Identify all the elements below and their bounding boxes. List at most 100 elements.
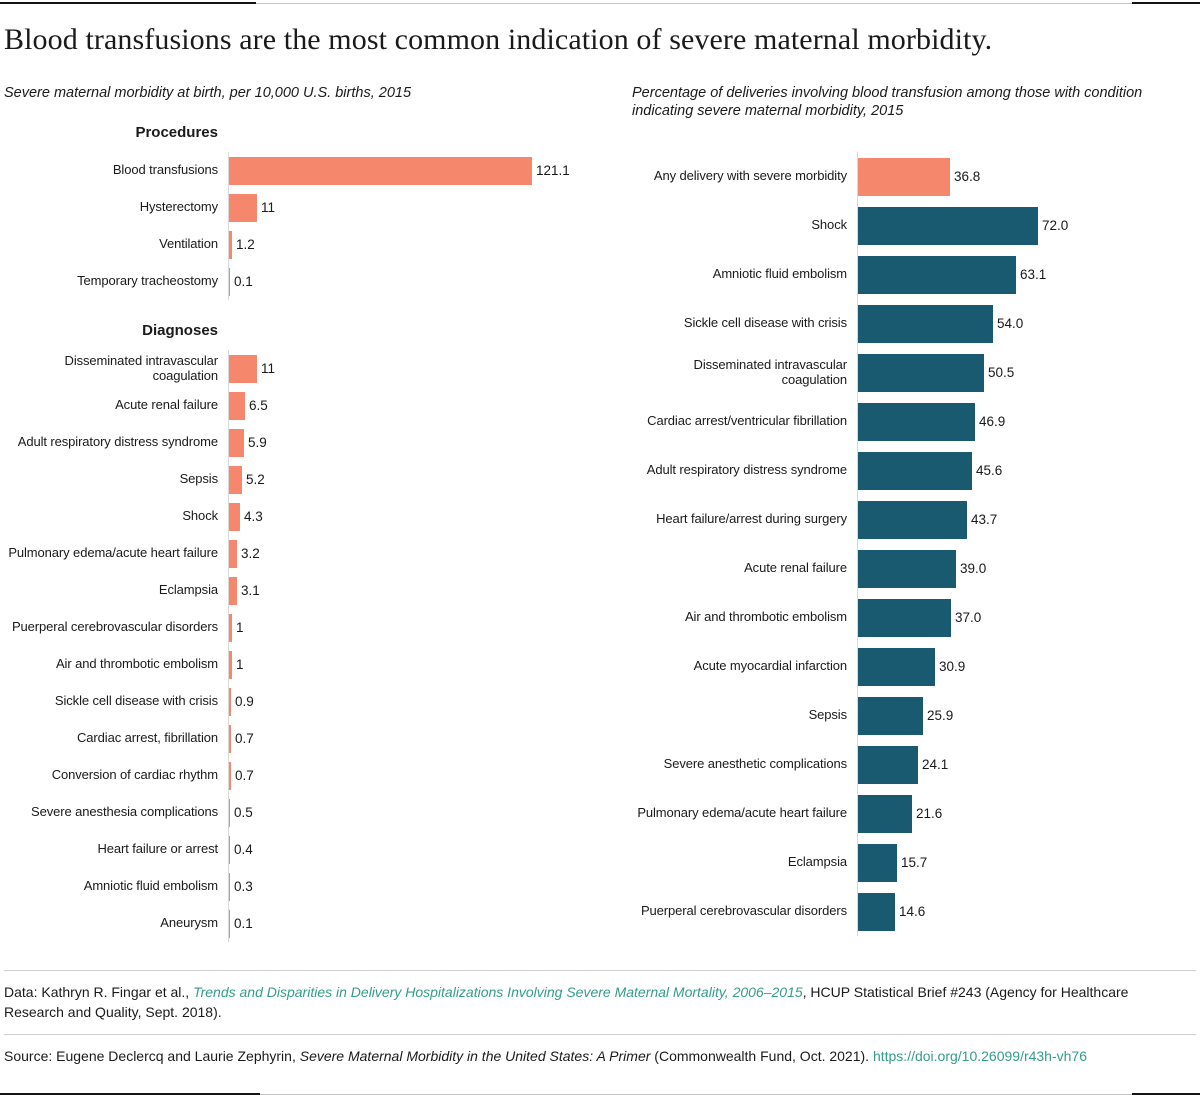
bar-track: 0.9 — [228, 683, 632, 721]
bar-row: Air and thrombotic embolism 37.0 — [632, 593, 1196, 643]
bar — [229, 230, 232, 259]
bar-row: Sickle cell disease with crisis 0.9 — [4, 683, 632, 721]
bar-track: 63.1 — [857, 250, 1196, 300]
bar-track: 0.1 — [228, 905, 632, 943]
footer: Data: Kathryn R. Fingar et al., Trends a… — [4, 970, 1196, 1077]
bar-value: 15.7 — [901, 855, 928, 871]
bar-row: Acute renal failure 39.0 — [632, 544, 1196, 594]
bar — [858, 304, 993, 343]
left-chart-body: Procedures Blood transfusions 121.1 Hystere… — [4, 124, 632, 943]
bar-row: Severe anesthesia complications 0.5 — [4, 794, 632, 832]
top-rule-segment-right — [1132, 2, 1200, 4]
bar — [229, 872, 230, 901]
bar-value: 5.2 — [246, 472, 265, 488]
bar-label: Aneurysm — [160, 915, 218, 931]
bar-track: 4.3 — [228, 498, 632, 536]
bar-value: 30.9 — [939, 659, 966, 675]
right-chart-subtitle: Percentage of deliveries involving blood… — [632, 85, 1143, 120]
bar-label: Severe anesthetic complications — [663, 756, 847, 772]
charts-area: Severe maternal morbidity at birth, per … — [4, 84, 1196, 943]
bar-label: Pulmonary edema/acute heart failure — [8, 545, 218, 561]
bar-row: Disseminated intravascular coagulation 50… — [632, 348, 1196, 398]
bar — [229, 835, 230, 864]
bar-label: Hysterectomy — [139, 199, 218, 215]
bar-value: 0.9 — [235, 694, 254, 710]
bar-row: Heart failure/arrest during surgery 43.7 — [632, 495, 1196, 545]
bar-value: 25.9 — [927, 708, 954, 724]
right-chart: Percentage of deliveries involving blood… — [632, 84, 1196, 942]
bar — [229, 687, 231, 716]
bar-row: Acute myocardial infarction 30.9 — [632, 642, 1196, 692]
data-citation-suffix: , HCUP Statistical Brief #243 (Agency fo… — [4, 984, 1129, 1021]
bar — [858, 255, 1016, 294]
bar — [229, 391, 245, 420]
bar-track: 0.1 — [228, 263, 632, 301]
bar — [858, 696, 923, 735]
bar — [858, 843, 897, 882]
bar — [858, 206, 1038, 245]
bar-row: Acute renal failure 6.5 — [4, 387, 632, 425]
bar-label: Pulmonary edema/acute heart failure — [637, 805, 847, 821]
bottom-rule-segment-right — [1132, 1093, 1200, 1095]
bar-value: 72.0 — [1042, 218, 1069, 234]
data-citation-link[interactable]: Trends and Disparities in Delivery Hospi… — [193, 984, 803, 1000]
bar-track: 30.9 — [857, 642, 1196, 692]
bar-track: 0.5 — [228, 794, 632, 832]
left-chart-subtitle: Severe maternal morbidity at birth, per … — [4, 85, 412, 101]
bar-label: Sickle cell disease with crisis — [683, 315, 847, 331]
bar-row: Conversion of cardiac rhythm 0.7 — [4, 757, 632, 795]
bar-track: 37.0 — [857, 593, 1196, 643]
bar-track: 3.2 — [228, 535, 632, 573]
bar-value: 21.6 — [916, 806, 943, 822]
top-rule-segment-left — [0, 2, 256, 4]
bar-track: 11 — [228, 350, 632, 388]
bar-row: Shock 72.0 — [632, 201, 1196, 251]
bar-value: 3.1 — [241, 583, 260, 599]
left-chart: Severe maternal morbidity at birth, per … — [4, 84, 632, 943]
bar-label: Disseminated intravascular coagulation — [64, 352, 219, 383]
bar-value: 0.5 — [234, 805, 253, 821]
bar — [858, 353, 984, 392]
bar-label: Disseminated intravascular coagulation — [693, 356, 848, 387]
page-title: Blood transfusions are the most common i… — [4, 23, 993, 56]
bar-value: 50.5 — [988, 365, 1015, 381]
bar-value: 0.7 — [235, 731, 254, 747]
bar-row: Cardiac arrest, fibrillation 0.7 — [4, 720, 632, 758]
bar — [229, 354, 257, 383]
bar — [858, 157, 950, 196]
bar-label: Blood transfusions — [112, 162, 218, 178]
bar — [229, 267, 230, 296]
bar-label: Shock — [811, 217, 847, 233]
bar-row: Puerperal cerebrovascular disorders 1 — [4, 609, 632, 647]
bar-label: Temporary tracheostomy — [77, 273, 218, 289]
bar-row: Disseminated intravascular coagulation 11 — [4, 350, 632, 388]
bar-value: 63.1 — [1020, 267, 1047, 283]
bar — [858, 892, 895, 931]
bar-row: Eclampsia 15.7 — [632, 838, 1196, 888]
source-citation: Source: Eugene Declercq and Laurie Zephy… — [4, 1046, 1174, 1066]
bar-row: Blood transfusions 121.1 — [4, 152, 632, 190]
bar-value: 43.7 — [971, 512, 998, 528]
bar-track: 0.4 — [228, 831, 632, 869]
bar-value: 0.3 — [234, 879, 253, 895]
bottom-rule-segment-left — [0, 1093, 260, 1095]
bar-label: Cardiac arrest, fibrillation — [77, 730, 218, 746]
bar-row: Adult respiratory distress syndrome 5.9 — [4, 424, 632, 462]
bar-label: Acute renal failure — [115, 397, 218, 413]
bar-value: 0.1 — [234, 274, 253, 290]
bar-row: Adult respiratory distress syndrome 45.6 — [632, 446, 1196, 496]
bar-label: Sickle cell disease with crisis — [54, 693, 218, 709]
bar-row: Puerperal cerebrovascular disorders 14.6 — [632, 887, 1196, 937]
bar-label: Adult respiratory distress syndrome — [646, 462, 847, 478]
bar-label: Shock — [182, 508, 218, 524]
bar-value: 36.8 — [954, 169, 981, 185]
bar-label: Heart failure or arrest — [97, 841, 218, 857]
bar — [858, 647, 935, 686]
source-doi-link[interactable]: https://doi.org/10.26099/r43h-vh76 — [872, 1047, 1087, 1064]
bar-label: Conversion of cardiac rhythm — [51, 767, 218, 783]
bar — [858, 500, 967, 539]
bar — [229, 193, 257, 222]
bar-track: 0.7 — [228, 757, 632, 795]
bar-track: 39.0 — [857, 544, 1196, 594]
bar-value: 1.2 — [236, 237, 255, 253]
